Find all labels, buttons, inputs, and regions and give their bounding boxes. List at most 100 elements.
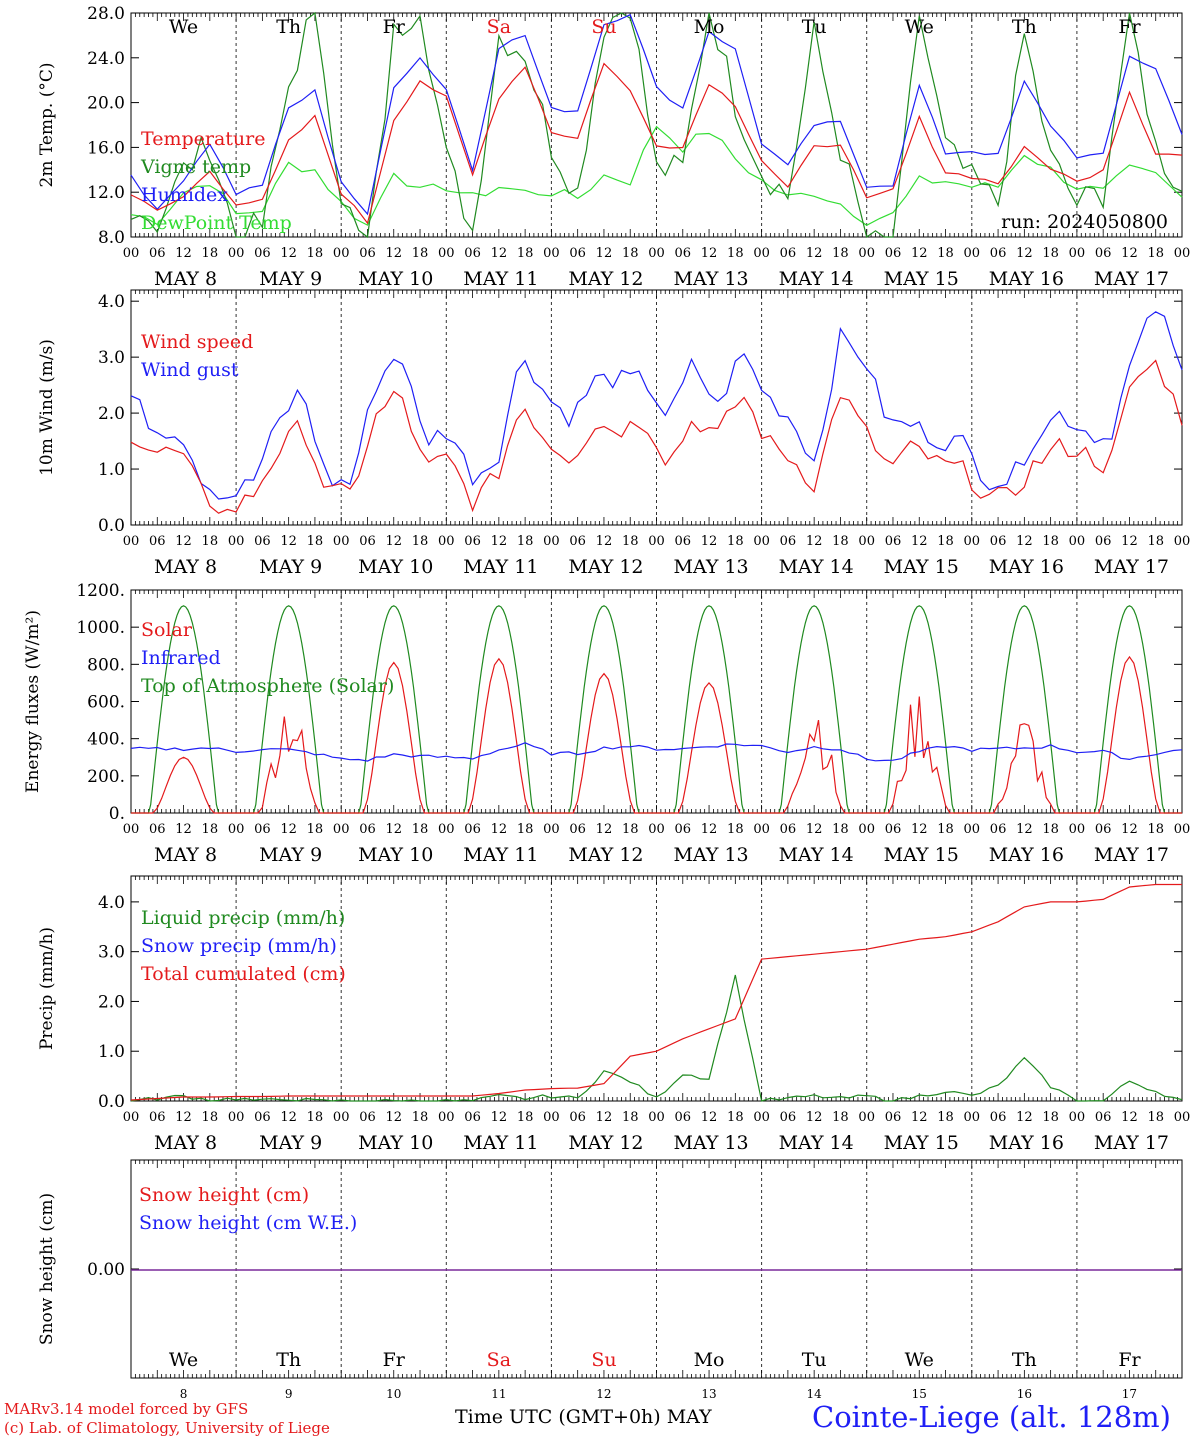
y-tick-label: 1.0	[98, 1042, 125, 1062]
y-axis-title: Precip (mm/h)	[37, 927, 57, 1050]
hour-tick-label: 00	[1174, 1110, 1191, 1125]
y-tick-label: 2.0	[98, 404, 125, 424]
day-label: MAY 12	[568, 1132, 643, 1154]
hour-tick-label: 18	[622, 822, 639, 837]
day-label: MAY 8	[154, 556, 217, 578]
hour-tick-label: 00	[333, 534, 350, 549]
hour-tick-label: 18	[727, 246, 744, 261]
hour-tick-label: 06	[149, 822, 166, 837]
station-label: Cointe-Liege (alt. 128m)	[812, 1400, 1171, 1434]
legend-entry: Wind speed	[141, 331, 253, 353]
weekday-label: We	[169, 16, 198, 38]
day-label: MAY 9	[259, 268, 322, 290]
hour-tick-label: 12	[1121, 1110, 1138, 1125]
hour-tick-label: 12	[1121, 534, 1138, 549]
day-label: MAY 9	[259, 556, 322, 578]
day-label: MAY 15	[884, 1132, 959, 1154]
hour-tick-label: 18	[1042, 822, 1059, 837]
hour-tick-label: 12	[1016, 822, 1033, 837]
day-label: MAY 16	[989, 844, 1064, 866]
day-label: MAY 17	[1094, 844, 1169, 866]
hour-tick-label: 00	[543, 534, 560, 549]
day-label: MAY 17	[1094, 268, 1169, 290]
y-tick-label: 16.0	[87, 138, 125, 158]
day-label: MAY 16	[989, 556, 1064, 578]
day-number-label: 12	[596, 1387, 611, 1401]
day-label: MAY 10	[358, 268, 433, 290]
legend-entry: Wind gust	[141, 359, 239, 381]
hour-tick-label: 18	[1042, 534, 1059, 549]
weekday-label: We	[169, 1349, 198, 1371]
hour-tick-label: 12	[280, 822, 297, 837]
day-number-label: 8	[180, 1387, 188, 1401]
hour-tick-label: 00	[964, 246, 981, 261]
hour-tick-label: 00	[1069, 246, 1086, 261]
day-label: MAY 12	[568, 556, 643, 578]
y-tick-label: 1.0	[98, 460, 125, 480]
day-label: MAY 12	[568, 844, 643, 866]
y-tick-label: 12.0	[87, 183, 125, 203]
hour-tick-label: 00	[123, 822, 140, 837]
hour-tick-label: 18	[937, 1110, 954, 1125]
hour-tick-label: 00	[753, 822, 770, 837]
legend-entry: Liquid precip (mm/h)	[141, 907, 345, 929]
hour-tick-label: 00	[228, 1110, 245, 1125]
hour-tick-label: 06	[780, 822, 797, 837]
series-line	[130, 359, 1183, 514]
hour-tick-label: 06	[464, 246, 481, 261]
y-axis-title: 10m Wind (m/s)	[37, 339, 57, 476]
day-label: MAY 11	[463, 268, 538, 290]
hour-tick-label: 00	[333, 822, 350, 837]
hour-tick-label: 18	[202, 1110, 219, 1125]
hour-tick-label: 00	[858, 822, 875, 837]
legend-entry: Humidex	[141, 184, 228, 206]
hour-tick-label: 00	[1174, 822, 1191, 837]
hour-tick-label: 00	[1069, 822, 1086, 837]
y-tick-label: 0.	[109, 804, 125, 824]
hour-tick-label: 18	[622, 534, 639, 549]
y-tick-label: 800.	[87, 655, 125, 675]
hour-tick-label: 06	[359, 1110, 376, 1125]
y-tick-label: 4.0	[98, 292, 125, 312]
hour-tick-label: 18	[832, 1110, 849, 1125]
hour-tick-label: 18	[727, 534, 744, 549]
hour-tick-label: 18	[202, 534, 219, 549]
hour-tick-label: 18	[727, 1110, 744, 1125]
hour-tick-label: 00	[1174, 534, 1191, 549]
weekday-label: We	[905, 16, 934, 38]
day-label: MAY 12	[568, 268, 643, 290]
hour-tick-label: 12	[596, 1110, 613, 1125]
hour-tick-label: 18	[832, 822, 849, 837]
hour-tick-label: 06	[1095, 534, 1112, 549]
y-tick-label: 0.00	[87, 1260, 125, 1280]
hour-tick-label: 12	[175, 822, 192, 837]
day-number-label: 16	[1017, 1387, 1032, 1401]
hour-tick-label: 00	[964, 822, 981, 837]
hour-tick-label: 06	[990, 534, 1007, 549]
hour-tick-label: 00	[543, 1110, 560, 1125]
legend-entry: Temperature	[141, 128, 265, 150]
hour-tick-label: 18	[937, 822, 954, 837]
hour-tick-label: 18	[202, 822, 219, 837]
hour-tick-label: 18	[517, 1110, 534, 1125]
hour-tick-label: 18	[307, 534, 324, 549]
weekday-label: Fr	[383, 1349, 406, 1371]
hour-tick-label: 12	[385, 822, 402, 837]
lab-credit: (c) Lab. of Climatology, University of L…	[4, 1419, 330, 1437]
y-tick-label: 600.	[87, 693, 125, 713]
hour-tick-label: 00	[333, 246, 350, 261]
hour-tick-label: 12	[491, 1110, 508, 1125]
y-tick-label: 28.0	[87, 4, 125, 24]
hour-tick-label: 06	[885, 246, 902, 261]
hour-tick-label: 06	[464, 822, 481, 837]
hour-tick-label: 00	[1174, 246, 1191, 261]
legend-entry: Snow precip (mm/h)	[141, 935, 337, 957]
hour-tick-label: 00	[438, 822, 455, 837]
hour-tick-label: 12	[806, 534, 823, 549]
hour-tick-label: 00	[123, 1110, 140, 1125]
legend-entry: Snow height (cm)	[139, 1184, 309, 1206]
y-axis-title: Energy fluxes (W/m²)	[23, 610, 43, 793]
hour-tick-label: 00	[438, 534, 455, 549]
hour-tick-label: 12	[491, 534, 508, 549]
